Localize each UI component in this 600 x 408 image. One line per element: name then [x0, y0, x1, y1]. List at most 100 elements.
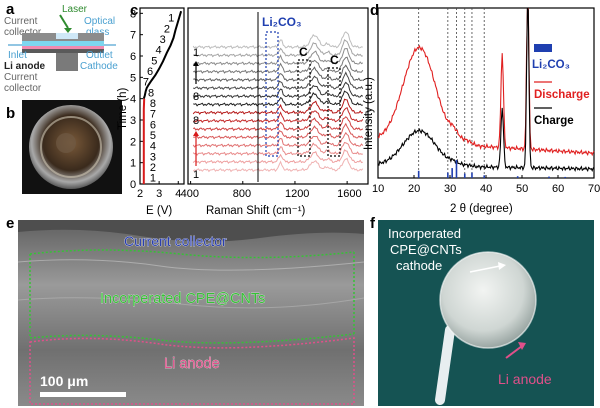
galvano-charge-label: 5 — [151, 55, 157, 67]
cathode-pointer-head — [498, 262, 506, 270]
laser-arrow — [59, 14, 69, 29]
galvano-discharge-label: 4 — [150, 141, 156, 153]
galvano-frame — [139, 7, 185, 185]
xrd-discharge-curve — [377, 8, 595, 157]
xrd-xtick-label: 20 — [408, 183, 420, 195]
galvano-charge-label: 2 — [164, 23, 170, 35]
galvano-discharge-label: 8 — [150, 98, 156, 110]
sem-current-collector-label: Current collector — [124, 233, 227, 249]
photo-cathode-line2: CPE@CNTs — [390, 242, 462, 257]
scale-bar — [40, 392, 126, 397]
galvano-discharge-label: 6 — [150, 119, 156, 131]
xrd-xtick-label: 10 — [372, 183, 384, 195]
coin-cell-center — [56, 133, 76, 153]
xrd-xtick-label: 30 — [444, 183, 456, 195]
galvano-xticks: 2 3 4 — [137, 181, 181, 200]
panel-f: f Incorperated CPE@CNTs cathode Li anode — [370, 215, 594, 406]
photo-cathode-label: Incorperated CPE@CNTs cathode — [388, 226, 465, 273]
raman-charge-label-8: 8 — [193, 91, 199, 103]
xrd-xticks: 10 20 30 40 50 60 70 — [372, 175, 600, 195]
cpe-bottom-boundary — [29, 333, 355, 344]
raman-xtick-label: 400 — [181, 188, 199, 200]
raman-spectrum — [193, 39, 363, 58]
li2co3-band-box — [265, 31, 279, 157]
cathode-label: Cathode — [80, 61, 118, 72]
xrd-xtick-label: 70 — [588, 183, 600, 195]
raman-charge-arrowhead — [193, 61, 199, 66]
panel-letter-e: e — [6, 215, 14, 232]
panel-letter-d: d — [370, 2, 379, 19]
raman-discharge-arrowhead — [193, 131, 199, 136]
carbon-g-band-box — [327, 67, 341, 157]
sem-texture-line-1 — [17, 259, 365, 271]
li-anode-pointer — [505, 345, 523, 359]
carbon-annotation-1: C — [299, 45, 308, 59]
sem-top-region — [18, 220, 364, 242]
panel-letter-f: f — [370, 215, 376, 232]
raman-spectrum — [192, 106, 364, 124]
galvano-discharge-label: 2 — [150, 162, 156, 174]
galvano-charge-label: 3 — [160, 34, 166, 46]
xrd-ylabel: Intensity (a.u.) — [363, 77, 375, 150]
electrolyte-layer — [22, 46, 104, 49]
galvano-ytick-label: 3 — [130, 115, 136, 127]
galvano-charge-label: 4 — [155, 45, 161, 57]
galvano-ylabel: Time (h) — [117, 87, 129, 130]
galvano-charge-label: 8 — [148, 87, 154, 99]
raman-discharge-label-8: 8 — [193, 115, 199, 127]
galvano-charge-label: 1 — [168, 13, 174, 25]
bottom-collector — [56, 53, 78, 71]
legend-ref-swatch — [534, 44, 552, 52]
xrd-li2co3-reference-sticks — [417, 160, 567, 178]
galvano-xtick-label: 2 — [137, 188, 143, 200]
cathode-pointer — [469, 265, 501, 273]
raman-xtick-label: 1600 — [337, 188, 361, 200]
galvano-ytick-label: 4 — [130, 94, 136, 106]
xrd-xtick-label: 60 — [552, 183, 564, 195]
raman-xtick-label: 800 — [233, 188, 251, 200]
panel-letter-a: a — [6, 1, 15, 18]
cathode-disc — [440, 252, 536, 348]
legend-charge-label: Charge — [534, 115, 574, 127]
raman-xticks: 400 800 1200 1600 — [181, 181, 362, 200]
raman-spectrum — [193, 116, 364, 132]
galvano-ytick-label: 8 — [130, 8, 136, 20]
galvano-charge-curve — [142, 10, 183, 99]
optical-window — [56, 33, 78, 39]
galvano-ytick-label: 2 — [130, 136, 136, 148]
galvano-ytick-label: 5 — [130, 72, 136, 84]
cpe-side-boundaries — [29, 252, 355, 338]
raman-spectrum — [192, 56, 364, 74]
inlet-label: Inlet — [8, 50, 27, 61]
legend-discharge-label: Discharge — [534, 89, 590, 101]
raman-frame — [187, 7, 369, 185]
carbon-annotation-2: C — [330, 53, 339, 67]
galvano-charge-label: 6 — [147, 66, 153, 78]
cc-top-line2: collector — [4, 27, 42, 38]
laser-arrowhead — [64, 28, 72, 33]
outlet-label: Outlet — [86, 50, 113, 61]
coin-cell-rim — [40, 116, 102, 178]
sem-li-anode-label: Li anode — [164, 356, 220, 372]
raman-discharge-label-1: 1 — [193, 169, 199, 181]
laser-label: Laser — [62, 4, 88, 15]
galvano-discharge-label: 5 — [150, 130, 156, 142]
galvano-xtick-label: 4 — [175, 188, 181, 200]
panel-e: e Current collector Incorperated CPE@CNT… — [6, 215, 365, 406]
carbon-d-band-box — [297, 59, 311, 157]
li-anode-tab — [435, 325, 455, 405]
panel-letter-b: b — [6, 105, 15, 122]
galvano-yticks: 0 1 2 3 4 5 6 7 8 — [130, 8, 143, 191]
galvano-discharge-label: 7 — [150, 109, 156, 121]
li-anode-layer — [22, 49, 104, 53]
xrd-xtick-label: 40 — [480, 183, 492, 195]
raman-spectrum — [192, 149, 363, 165]
optical-glass-line2: glass — [86, 27, 109, 38]
cc-top-line1: Current — [4, 16, 38, 27]
li-anode-label: Li anode — [4, 61, 46, 72]
raman-xlabel: Raman Shift (cm⁻¹) — [206, 205, 306, 217]
sem-cpe-cnts-label: Incorperated CPE@CNTs — [100, 291, 265, 307]
raman-xtick-label: 1200 — [285, 188, 309, 200]
galvano-ytick-label: 7 — [130, 30, 136, 42]
